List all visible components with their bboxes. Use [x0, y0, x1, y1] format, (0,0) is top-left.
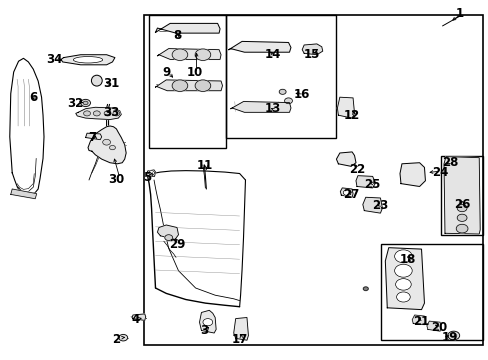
- Polygon shape: [340, 188, 352, 197]
- Bar: [225, 15, 336, 138]
- Circle shape: [394, 250, 411, 263]
- Text: 13: 13: [264, 102, 281, 115]
- Circle shape: [195, 49, 210, 60]
- Text: 16: 16: [293, 88, 310, 101]
- Circle shape: [343, 190, 350, 195]
- Circle shape: [93, 111, 100, 116]
- Circle shape: [109, 145, 115, 150]
- Circle shape: [102, 139, 110, 145]
- Text: 27: 27: [342, 188, 359, 201]
- Polygon shape: [85, 133, 102, 140]
- Polygon shape: [10, 58, 44, 194]
- Polygon shape: [61, 55, 115, 65]
- Text: 20: 20: [430, 321, 447, 334]
- Circle shape: [396, 292, 409, 302]
- Polygon shape: [88, 126, 126, 164]
- Text: 11: 11: [196, 159, 212, 172]
- Text: 28: 28: [441, 156, 457, 169]
- Circle shape: [81, 99, 90, 107]
- Text: 30: 30: [108, 173, 124, 186]
- Text: 17: 17: [231, 333, 247, 346]
- Circle shape: [104, 111, 111, 116]
- Circle shape: [456, 204, 466, 212]
- Polygon shape: [132, 314, 145, 320]
- Polygon shape: [155, 80, 222, 91]
- Circle shape: [172, 49, 187, 60]
- Text: 26: 26: [453, 198, 469, 211]
- Bar: [149, 15, 225, 148]
- Circle shape: [203, 319, 212, 326]
- Polygon shape: [228, 41, 290, 52]
- Circle shape: [447, 331, 459, 340]
- Circle shape: [83, 111, 90, 116]
- Bar: [144, 15, 482, 345]
- Circle shape: [83, 101, 88, 105]
- Text: 23: 23: [371, 199, 388, 212]
- Polygon shape: [443, 157, 479, 234]
- Text: 22: 22: [348, 163, 365, 176]
- Text: 12: 12: [343, 109, 360, 122]
- Circle shape: [172, 80, 187, 91]
- Text: 14: 14: [264, 48, 281, 61]
- Text: 10: 10: [186, 66, 203, 79]
- Polygon shape: [337, 97, 354, 118]
- Polygon shape: [355, 176, 375, 188]
- Polygon shape: [233, 318, 248, 340]
- Polygon shape: [399, 163, 425, 186]
- Polygon shape: [385, 248, 424, 310]
- Text: 4: 4: [132, 313, 140, 326]
- Polygon shape: [230, 102, 290, 112]
- Text: 18: 18: [399, 253, 416, 266]
- Text: 2: 2: [112, 333, 120, 346]
- Circle shape: [450, 333, 456, 338]
- Bar: [381, 244, 482, 340]
- Polygon shape: [411, 315, 425, 325]
- Circle shape: [455, 224, 467, 233]
- Polygon shape: [146, 170, 155, 176]
- Circle shape: [113, 111, 120, 116]
- Circle shape: [284, 98, 292, 104]
- Circle shape: [363, 287, 367, 291]
- Circle shape: [395, 279, 410, 290]
- Text: 8: 8: [173, 29, 181, 42]
- Polygon shape: [157, 49, 221, 59]
- Circle shape: [164, 235, 172, 240]
- Text: 6: 6: [29, 91, 37, 104]
- Circle shape: [394, 264, 411, 277]
- Text: 33: 33: [103, 106, 120, 119]
- Text: 1: 1: [455, 7, 463, 20]
- Text: 21: 21: [412, 315, 429, 328]
- Text: 34: 34: [46, 53, 63, 66]
- Text: 31: 31: [103, 77, 120, 90]
- Polygon shape: [199, 310, 216, 333]
- Polygon shape: [11, 189, 37, 199]
- Bar: [440, 156, 482, 235]
- Polygon shape: [426, 321, 440, 331]
- Circle shape: [279, 89, 285, 94]
- Polygon shape: [157, 225, 178, 239]
- Text: 3: 3: [200, 324, 208, 337]
- Text: 24: 24: [431, 166, 447, 179]
- Text: 7: 7: [88, 131, 96, 144]
- Polygon shape: [155, 23, 220, 33]
- Text: 19: 19: [441, 331, 457, 344]
- Text: 5: 5: [143, 171, 151, 184]
- Text: 9: 9: [162, 66, 170, 78]
- Ellipse shape: [91, 75, 102, 86]
- Text: 15: 15: [303, 48, 320, 61]
- Circle shape: [148, 171, 154, 175]
- Polygon shape: [362, 197, 382, 213]
- Polygon shape: [76, 107, 121, 120]
- Text: 25: 25: [364, 178, 380, 191]
- Text: 29: 29: [168, 238, 185, 251]
- Polygon shape: [302, 44, 322, 55]
- Circle shape: [456, 214, 466, 221]
- Polygon shape: [336, 152, 355, 166]
- Circle shape: [119, 334, 127, 341]
- Circle shape: [195, 80, 210, 91]
- Text: 32: 32: [67, 97, 84, 110]
- Ellipse shape: [73, 57, 102, 63]
